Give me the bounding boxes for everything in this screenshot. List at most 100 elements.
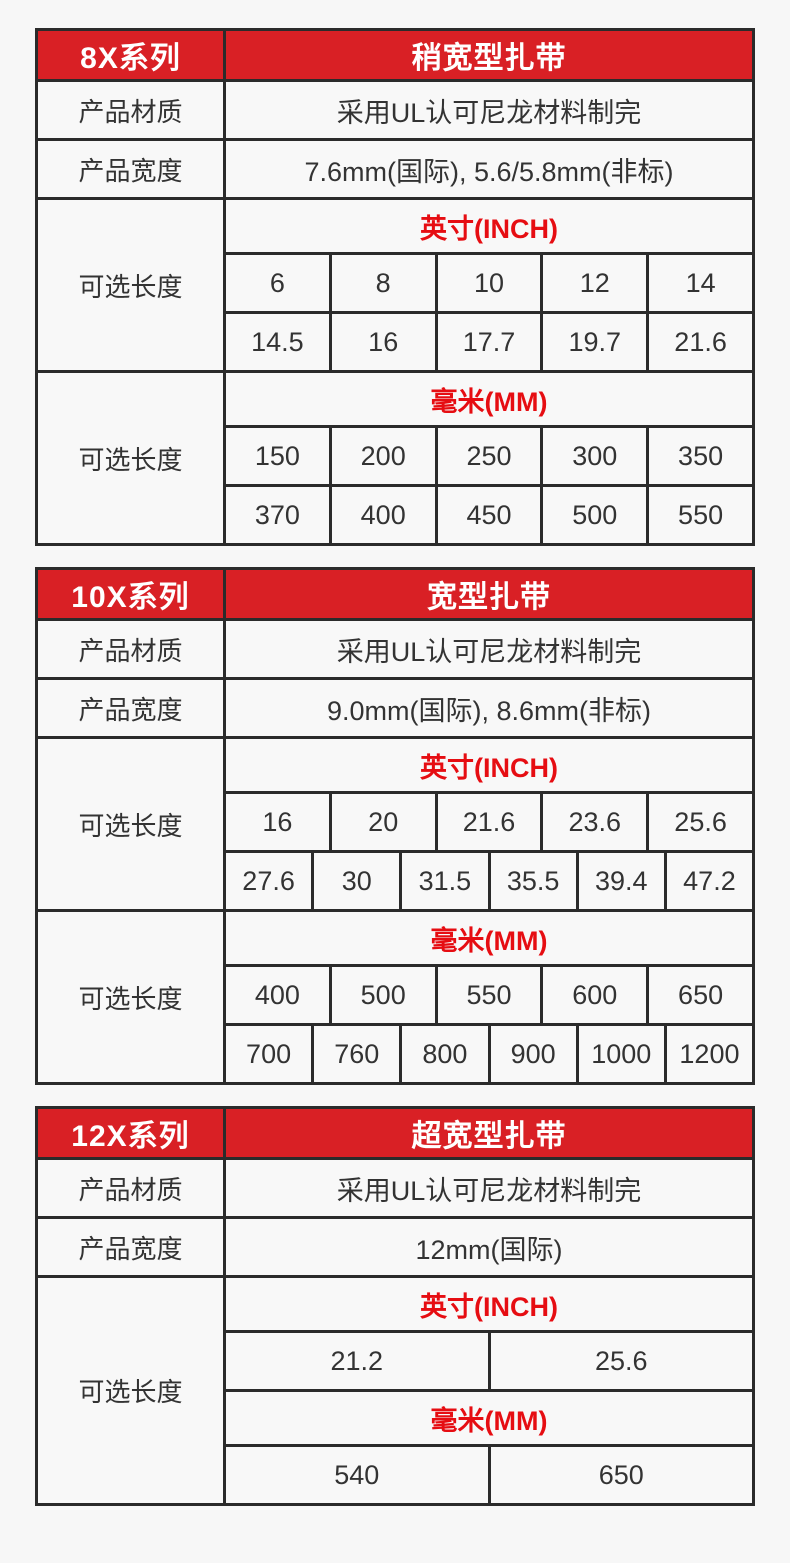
length-value-cell: 25.6: [487, 1333, 753, 1389]
length-value-cell: 760: [311, 1026, 399, 1082]
length-value-cell: 700: [246, 1038, 292, 1069]
length-label: 可选长度: [78, 271, 183, 302]
length-block-data: 毫米(MM) 400 500 550 600 650 700 760 800 900 1000 120…: [223, 912, 752, 1082]
material-value: 采用UL认可尼龙材料制完: [223, 621, 752, 677]
length-value-cell: 14: [646, 255, 752, 311]
material-label: 产品材质: [78, 96, 183, 127]
length-value-cell: 10: [434, 255, 541, 311]
length-value-cell: 21.2: [330, 1345, 384, 1376]
length-value-cell: 650: [646, 967, 752, 1023]
spec-table-10x: 10X系列 宽型扎带产品材质 采用UL认可尼龙材料制完 产品宽度 9.0mm(国际), …: [35, 567, 755, 1085]
length-value-cell: 550: [646, 487, 752, 543]
material-value: 采用UL认可尼龙材料制完: [223, 1160, 752, 1216]
length-value-cell: 47.2: [663, 853, 752, 909]
material-value: 采用UL认可尼龙材料制完: [223, 82, 752, 138]
length-block-data: 毫米(MM) 150 200 250 300 350 370 400 450 500 550: [223, 373, 752, 543]
length-value-cell: 39.4: [575, 853, 664, 909]
length-values-row: 400 500 550 600 650: [226, 964, 752, 1023]
length-value-cell: 1200: [663, 1026, 752, 1082]
width-row: 产品宽度 9.0mm(国际), 8.6mm(非标): [38, 677, 752, 736]
length-value-cell: 31.5: [399, 853, 487, 909]
material-label: 产品材质: [78, 1174, 183, 1205]
length-label: 可选长度: [78, 1377, 183, 1407]
length-values-row: 540 650: [226, 1444, 752, 1503]
length-value-cell: 30: [311, 853, 399, 909]
length-value-cell: 16: [328, 314, 435, 370]
length-value-cell: 500: [540, 487, 646, 543]
length-values-row: 700 760 800 900 1000 1200: [226, 1023, 752, 1082]
width-value: 9.0mm(国际), 8.6mm(非标): [223, 680, 752, 736]
material-label: 产品材质: [78, 635, 183, 666]
length-values-row: 14.5 16 17.7 19.7 21.6: [226, 311, 752, 370]
length-values-row: 6 8 10 12 14: [226, 252, 752, 311]
length-value-cell: 550: [434, 967, 541, 1023]
length-label: 可选长度: [78, 444, 183, 475]
series-name: 12X系列: [71, 1120, 190, 1153]
length-value-cell: 200: [328, 428, 435, 484]
length-block-data: 英寸(INCH) 21.2 25.6 毫米(MM) 540 650: [223, 1278, 752, 1503]
length-values-row: 21.2 25.6: [226, 1330, 752, 1389]
width-value: 12mm(国际): [223, 1219, 752, 1275]
length-value-cell: 35.5: [487, 853, 576, 909]
length-values-row: 16 20 21.6 23.6 25.6: [226, 791, 752, 850]
table-header-row: 12X系列 超宽型扎带: [38, 1109, 752, 1157]
table-header-row: 10X系列 宽型扎带: [38, 570, 752, 618]
length-value-cell: 500: [328, 967, 435, 1023]
length-value-cell: 27.6: [242, 865, 295, 896]
length-value-cell: 800: [399, 1026, 487, 1082]
table-header-row: 8X系列 稍宽型扎带: [38, 31, 752, 79]
length-value-cell: 19.7: [540, 314, 646, 370]
length-value-cell: 400: [328, 487, 435, 543]
width-label: 产品宽度: [78, 1233, 183, 1264]
length-value-cell: 600: [540, 967, 646, 1023]
length-value-cell: 1000: [575, 1026, 664, 1082]
inch-unit-header: 英寸(INCH): [420, 752, 558, 783]
spec-table-12x: 12X系列 超宽型扎带 产品材质 采用UL认可尼龙材料制完 产品宽度 12mm(国际) 可选…: [35, 1106, 755, 1506]
length-values-row: 150 200 250 300 350: [226, 425, 752, 484]
length-values-row: 27.6 30 31.5 35.5 39.4 47.2: [226, 850, 752, 909]
length-value-cell: 370: [254, 499, 300, 530]
mm-unit-header: 毫米(MM): [430, 386, 548, 417]
material-row: 产品材质 采用UL认可尼龙材料制完: [38, 1157, 752, 1216]
length-value-cell: 14.5: [251, 326, 304, 357]
length-value-cell: 17.7: [434, 314, 541, 370]
length-block-data: 英寸(INCH) 6 8 10 12 14 14.5 16 17.7 19.7 21.6: [223, 200, 752, 370]
product-type-title: 宽型扎带: [223, 570, 752, 618]
length-block-row: 可选长度 英寸(INCH) 16 20 21.6 23.6 25.6 27.6 30 31.5 35…: [38, 736, 752, 909]
length-value-cell: 25.6: [646, 794, 752, 850]
length-value-cell: 900: [487, 1026, 576, 1082]
length-value-cell: 12: [540, 255, 646, 311]
product-type-title: 超宽型扎带: [223, 1109, 752, 1157]
spec-table-8x: 8X系列 稍宽型扎带产品材质 采用UL认可尼龙材料制完 产品宽度 7.6mm(国际), …: [35, 28, 755, 546]
length-block-row: 可选长度 英寸(INCH) 21.2 25.6 毫米(MM) 540 650: [38, 1275, 752, 1503]
width-row: 产品宽度 7.6mm(国际), 5.6/5.8mm(非标): [38, 138, 752, 197]
inch-unit-header: 英寸(INCH): [420, 213, 558, 244]
length-label: 可选长度: [78, 810, 183, 841]
length-value-cell: 150: [254, 440, 300, 471]
length-value-cell: 540: [334, 1459, 380, 1490]
length-value-cell: 6: [269, 267, 285, 298]
mm-unit-header: 毫米(MM): [430, 925, 548, 956]
length-value-cell: 21.6: [646, 314, 752, 370]
length-value-cell: 300: [540, 428, 646, 484]
inch-unit-header: 英寸(INCH): [420, 1291, 558, 1322]
length-value-cell: 450: [434, 487, 541, 543]
length-value-cell: 8: [328, 255, 435, 311]
length-value-cell: 20: [328, 794, 435, 850]
material-row: 产品材质 采用UL认可尼龙材料制完: [38, 618, 752, 677]
length-values-row: 370 400 450 500 550: [226, 484, 752, 543]
width-value: 7.6mm(国际), 5.6/5.8mm(非标): [223, 141, 752, 197]
length-block-row: 可选长度 毫米(MM) 150 200 250 300 350 370 400 450 500 550: [38, 370, 752, 543]
series-name: 8X系列: [80, 42, 181, 75]
length-value-cell: 350: [646, 428, 752, 484]
mm-unit-header: 毫米(MM): [226, 1389, 752, 1444]
length-label: 可选长度: [78, 983, 183, 1014]
material-row: 产品材质 采用UL认可尼龙材料制完: [38, 79, 752, 138]
series-name: 10X系列: [71, 581, 190, 614]
spec-tables: 8X系列 稍宽型扎带 产品材质 采用UL认可尼龙材料制完 产品宽度 7.6mm(国际), …: [35, 28, 755, 1506]
length-block-row: 可选长度 毫米(MM) 400 500 550 600 650 700 760 800 900 100…: [38, 909, 752, 1082]
length-value-cell: 400: [254, 979, 300, 1010]
length-value-cell: 16: [262, 806, 293, 837]
product-type-title: 稍宽型扎带: [223, 31, 752, 79]
length-value-cell: 23.6: [540, 794, 646, 850]
